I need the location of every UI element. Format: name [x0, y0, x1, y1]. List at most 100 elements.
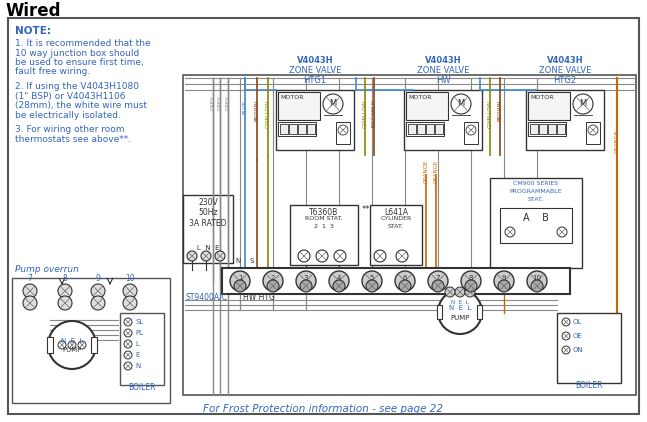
Circle shape — [267, 280, 279, 292]
Text: 2: 2 — [271, 275, 275, 281]
Circle shape — [557, 227, 567, 237]
Text: 9: 9 — [502, 275, 506, 281]
Text: 7: 7 — [435, 275, 440, 281]
Circle shape — [23, 284, 37, 298]
Circle shape — [215, 251, 225, 261]
Circle shape — [562, 332, 570, 340]
Text: 3: 3 — [303, 275, 308, 281]
Text: ORANGE: ORANGE — [424, 160, 428, 183]
Bar — [280, 124, 288, 134]
Circle shape — [58, 296, 72, 310]
Bar — [404, 90, 482, 150]
Bar — [528, 92, 570, 120]
Text: (1" BSP) or V4043H1106: (1" BSP) or V4043H1106 — [15, 92, 126, 100]
Text: HTG2: HTG2 — [553, 76, 576, 85]
Circle shape — [78, 341, 86, 349]
Text: MOTOR: MOTOR — [280, 95, 303, 100]
Text: A    B: A B — [523, 213, 549, 223]
Text: M: M — [457, 100, 465, 108]
Text: G/YELLOW: G/YELLOW — [265, 100, 270, 128]
Text: 3. For wiring other room: 3. For wiring other room — [15, 125, 124, 134]
Circle shape — [445, 287, 455, 297]
Text: HW: HW — [435, 76, 450, 85]
Text: 10: 10 — [125, 274, 135, 283]
Text: V4043H: V4043H — [424, 56, 461, 65]
Circle shape — [428, 271, 448, 291]
Circle shape — [123, 296, 137, 310]
Circle shape — [58, 284, 72, 298]
Circle shape — [323, 94, 343, 114]
Circle shape — [432, 280, 444, 292]
Text: 1: 1 — [237, 275, 242, 281]
Text: be electrically isolated.: be electrically isolated. — [15, 111, 121, 119]
Text: MOTOR: MOTOR — [408, 95, 432, 100]
Circle shape — [451, 94, 471, 114]
Text: CM900 SERIES: CM900 SERIES — [514, 181, 558, 186]
Text: BOILER: BOILER — [128, 383, 156, 392]
Bar — [500, 208, 572, 243]
Circle shape — [91, 296, 105, 310]
Circle shape — [494, 271, 514, 291]
Text: 5: 5 — [370, 275, 374, 281]
Bar — [406, 92, 448, 120]
Text: 4: 4 — [337, 275, 341, 281]
Circle shape — [465, 280, 477, 292]
Circle shape — [201, 251, 211, 261]
Text: OL: OL — [573, 319, 582, 325]
Text: Wired: Wired — [6, 2, 61, 20]
Bar — [530, 124, 538, 134]
Circle shape — [124, 318, 132, 326]
Text: 2. If using the V4043H1080: 2. If using the V4043H1080 — [15, 82, 139, 91]
Text: 10: 10 — [532, 275, 542, 281]
Circle shape — [362, 271, 382, 291]
Circle shape — [498, 280, 510, 292]
Bar — [417, 124, 425, 134]
Text: 230V
50Hz
3A RATED: 230V 50Hz 3A RATED — [190, 198, 226, 228]
Circle shape — [123, 284, 137, 298]
Bar — [490, 178, 582, 268]
Bar — [464, 122, 478, 144]
Circle shape — [48, 321, 96, 369]
Text: Pump overrun: Pump overrun — [15, 265, 79, 274]
Bar — [183, 75, 636, 395]
Text: ZONE VALVE: ZONE VALVE — [539, 66, 591, 75]
Text: BOILER: BOILER — [575, 381, 603, 390]
Text: 2  1  3: 2 1 3 — [314, 224, 334, 229]
Circle shape — [316, 250, 328, 262]
Text: **: ** — [362, 205, 371, 214]
Bar — [557, 313, 621, 383]
Text: 6: 6 — [402, 275, 407, 281]
Bar — [426, 124, 434, 134]
Circle shape — [531, 280, 543, 292]
Text: NOTE:: NOTE: — [15, 26, 51, 36]
Bar — [437, 305, 442, 319]
Circle shape — [505, 227, 515, 237]
Text: HW HTG: HW HTG — [243, 293, 275, 302]
Circle shape — [68, 341, 76, 349]
Text: ST9400A/C: ST9400A/C — [185, 293, 227, 302]
Bar — [276, 90, 354, 150]
Circle shape — [23, 296, 37, 310]
Text: M: M — [329, 100, 336, 108]
Text: 8: 8 — [63, 274, 67, 283]
Text: be used to ensure first time,: be used to ensure first time, — [15, 58, 144, 67]
Circle shape — [234, 280, 246, 292]
Circle shape — [124, 351, 132, 359]
Text: ROOM STAT.: ROOM STAT. — [305, 216, 343, 221]
Bar — [539, 124, 547, 134]
Text: G/YELLOW: G/YELLOW — [362, 100, 367, 128]
Text: 1. It is recommended that the: 1. It is recommended that the — [15, 39, 151, 48]
Circle shape — [338, 125, 348, 135]
Bar — [278, 92, 320, 120]
Bar — [477, 305, 482, 319]
Circle shape — [298, 250, 310, 262]
Text: N: N — [236, 258, 241, 264]
Circle shape — [366, 280, 378, 292]
Circle shape — [399, 280, 411, 292]
Text: BLUE: BLUE — [243, 100, 248, 114]
Bar — [435, 124, 443, 134]
Text: T6360B: T6360B — [309, 208, 338, 217]
Text: MOTOR: MOTOR — [531, 95, 554, 100]
Circle shape — [187, 251, 197, 261]
Text: HTG1: HTG1 — [303, 76, 327, 85]
